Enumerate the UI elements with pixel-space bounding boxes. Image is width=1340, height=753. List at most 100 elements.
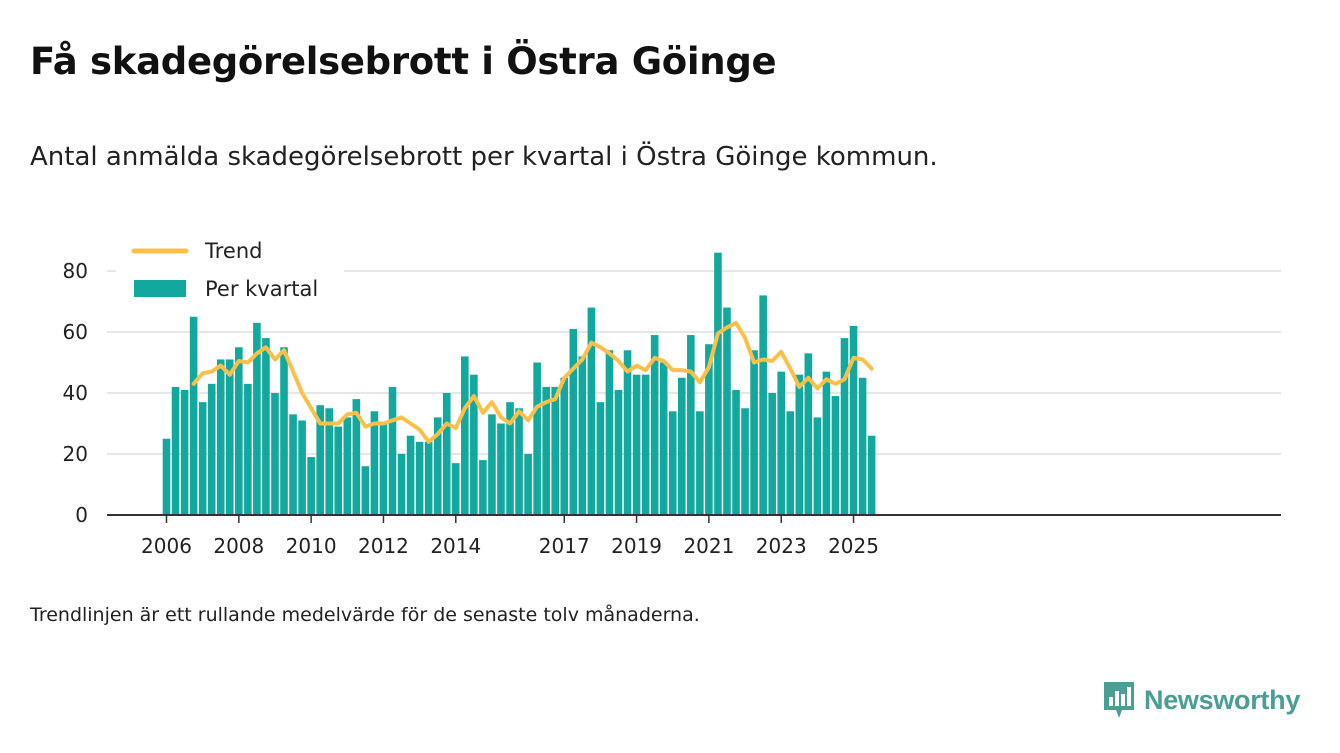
bar <box>406 435 415 515</box>
bar <box>632 374 641 515</box>
x-tick-label: 2023 <box>756 534 807 558</box>
bar <box>804 353 813 515</box>
quarterly-chart: 0 20 40 60 80 2006 2008 2010 2012 2014 2017 2019 202… <box>62 239 1281 558</box>
bar <box>271 393 279 515</box>
bar <box>171 386 180 515</box>
chart-subtitle: Antal anmälda skadegörelsebrott per kvar… <box>30 142 938 172</box>
bar <box>325 408 334 515</box>
bar <box>207 383 216 515</box>
bar <box>768 393 776 515</box>
bar <box>714 252 722 515</box>
bar <box>189 316 198 515</box>
x-tick-label: 2017 <box>539 534 590 558</box>
y-tick-label: 20 <box>63 442 88 466</box>
bar <box>723 307 731 515</box>
bar <box>379 423 388 515</box>
bar <box>596 402 605 515</box>
x-tick-label: 2008 <box>213 534 264 558</box>
bar <box>696 411 704 515</box>
bar <box>533 362 541 515</box>
bar <box>560 377 569 515</box>
bar <box>424 441 433 515</box>
bar <box>569 328 578 515</box>
bar <box>732 389 740 515</box>
bar <box>759 295 767 515</box>
bar <box>659 362 668 515</box>
bar <box>605 350 614 515</box>
bar <box>280 347 288 515</box>
bar <box>415 441 424 515</box>
y-tick-label: 0 <box>75 503 88 527</box>
bar <box>298 420 306 515</box>
legend-bar-swatch <box>134 280 186 297</box>
trend-line <box>191 320 874 444</box>
bar <box>795 374 804 515</box>
bar <box>641 374 650 515</box>
bar <box>497 423 505 515</box>
bar <box>813 417 822 515</box>
page-title: Få skadegörelsebrott i Östra Göinge <box>30 40 777 83</box>
newsworthy-logo[interactable]: Newsworthy <box>1102 680 1300 720</box>
y-tick-label: 40 <box>63 381 88 405</box>
x-tick-label: 2021 <box>683 534 734 558</box>
bar <box>397 454 406 515</box>
bar <box>849 325 858 515</box>
x-tick-label: 2006 <box>141 534 192 558</box>
bar <box>840 338 849 515</box>
y-tick-label: 60 <box>63 320 88 344</box>
bar <box>587 307 596 515</box>
bar <box>253 322 261 515</box>
brand-name: Newsworthy <box>1144 684 1301 715</box>
bar <box>262 338 270 515</box>
bar <box>451 463 460 515</box>
bar <box>687 335 695 515</box>
bar <box>162 438 171 515</box>
bar <box>614 389 623 515</box>
bar <box>668 411 677 515</box>
bar <box>433 417 442 515</box>
bar <box>542 386 550 515</box>
bar <box>524 454 532 515</box>
bar <box>705 344 713 515</box>
bar <box>650 335 659 515</box>
bar <box>180 389 189 515</box>
bar <box>461 356 469 515</box>
legend-trend-label: Trend <box>204 239 262 263</box>
bar <box>488 414 496 515</box>
newsworthy-logo-icon <box>1104 682 1134 718</box>
x-tick-label: 2012 <box>358 534 409 558</box>
chart-footnote: Trendlinjen är ett rullande medelvärde f… <box>30 604 700 626</box>
bar <box>388 386 397 515</box>
bar <box>479 460 487 515</box>
bar <box>352 399 361 515</box>
bar <box>831 396 840 515</box>
bar <box>551 386 560 515</box>
bar <box>442 393 451 515</box>
bar <box>470 374 478 515</box>
bar <box>244 383 252 515</box>
bar <box>334 426 343 515</box>
bar <box>198 402 207 515</box>
bar <box>867 435 876 515</box>
legend-bar-label: Per kvartal <box>205 277 318 301</box>
x-tick-label: 2014 <box>430 534 481 558</box>
bar <box>822 371 831 515</box>
bar <box>225 359 234 515</box>
bar <box>235 347 243 515</box>
y-tick-label: 80 <box>63 259 88 283</box>
bar <box>750 350 758 515</box>
bar <box>216 359 225 515</box>
bar <box>741 408 749 515</box>
bar <box>777 371 786 515</box>
bar <box>370 411 379 515</box>
x-tick-label: 2025 <box>828 534 879 558</box>
bar <box>316 405 324 515</box>
bar <box>677 377 686 515</box>
bar <box>506 402 514 515</box>
bar <box>289 414 297 515</box>
x-tick-label: 2019 <box>611 534 662 558</box>
bar <box>307 457 315 515</box>
x-tick-label: 2010 <box>286 534 337 558</box>
bar <box>858 377 867 515</box>
bar <box>786 411 795 515</box>
